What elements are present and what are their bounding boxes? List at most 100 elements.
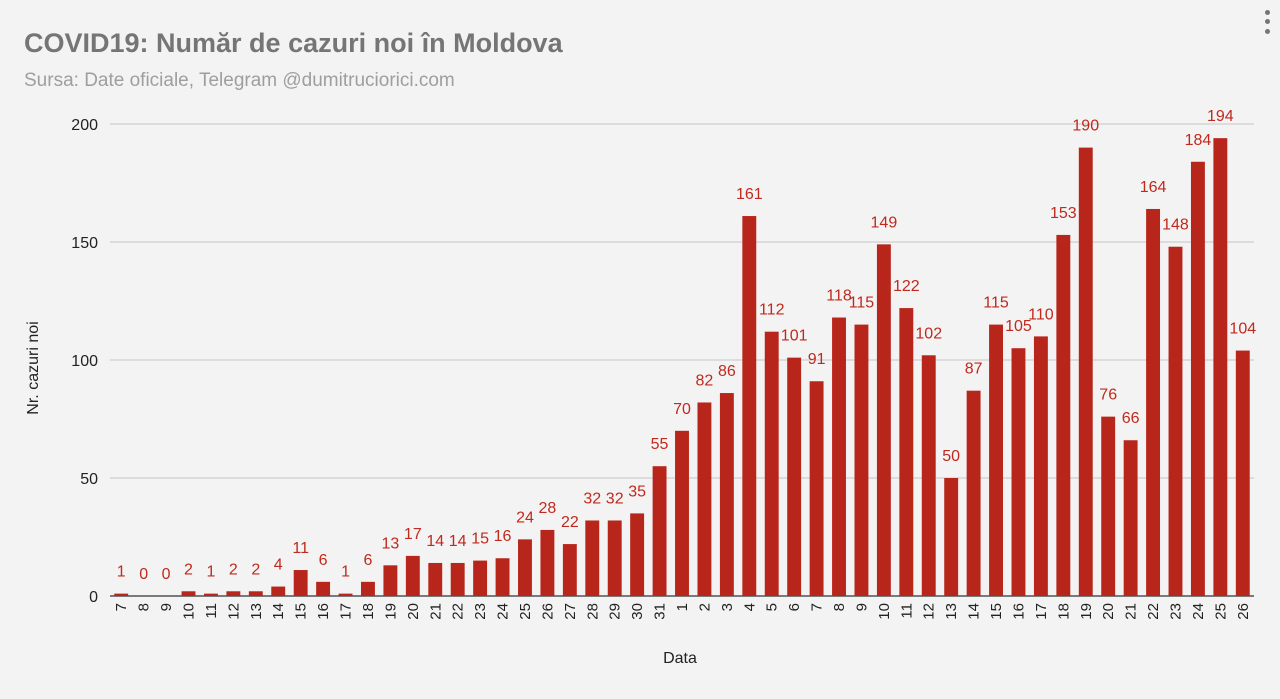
data-label: 164 [1140,179,1167,196]
bar [562,544,577,596]
data-label: 161 [736,186,763,203]
data-label: 2 [184,561,193,578]
data-label: 1 [117,564,126,581]
bar [742,216,757,597]
bar [809,381,824,596]
data-label: 66 [1122,410,1140,427]
data-label: 76 [1099,387,1117,404]
x-tick-label: 14 [270,603,287,620]
data-label: 4 [274,557,283,574]
bar [832,317,846,596]
bar [383,565,398,596]
x-tick-label: 7 [113,603,130,611]
bar [338,593,353,596]
x-tick-label: 9 [158,603,175,611]
bar [203,593,218,596]
x-tick-label: 16 [1010,603,1027,620]
x-tick-label: 11 [203,603,220,619]
bar [1235,350,1250,596]
x-tick-label: 5 [764,603,781,611]
bar [473,560,488,596]
bar [1101,416,1116,596]
bar [899,308,914,596]
x-tick-label: 30 [629,603,646,620]
x-tick-label: 10 [181,603,198,620]
data-label: 70 [673,401,691,418]
y-tick-label: 50 [80,471,98,488]
bar [787,357,802,596]
data-label: 194 [1207,108,1234,125]
x-tick-label: 1 [674,603,691,611]
x-tick-label: 16 [315,603,332,620]
data-label: 6 [364,552,373,569]
data-label: 14 [449,533,467,550]
data-label: 112 [759,302,785,319]
data-label: 0 [139,566,148,583]
data-label: 2 [229,561,238,578]
x-tick-label: 21 [427,603,444,620]
x-tick-label: 25 [1212,603,1229,620]
data-label: 122 [893,278,920,295]
bar [361,581,375,596]
bar [1213,138,1228,596]
x-axis-label: Data [663,650,697,667]
y-tick-label: 0 [89,589,98,606]
x-tick-label: 11 [898,603,915,619]
x-tick-label: 27 [562,603,579,620]
y-tick-label: 100 [71,353,98,370]
x-tick-label: 10 [876,603,893,620]
data-label: 14 [426,533,444,550]
data-label: 0 [162,566,171,583]
data-label: 11 [292,540,309,557]
data-label: 91 [808,351,826,368]
chart-title: COVID19: Număr de cazuri noi în Moldova [24,28,563,58]
data-label: 32 [583,490,601,507]
x-tick-label: 8 [831,603,848,611]
x-tick-label: 15 [988,603,1005,620]
x-tick-label: 12 [921,603,938,620]
data-label: 184 [1185,132,1212,149]
bar [764,331,779,596]
bar [607,520,622,596]
bar [248,591,263,596]
x-tick-label: 29 [607,603,624,620]
bar [719,393,734,596]
data-label: 153 [1050,205,1077,222]
x-tick-label: 18 [360,603,377,620]
x-tick-label: 23 [472,603,489,620]
bar [1146,208,1161,596]
data-label: 104 [1229,321,1256,338]
data-label: 50 [942,448,960,465]
data-label: 86 [718,363,736,380]
x-tick-label: 8 [136,603,153,611]
x-tick-label: 13 [248,603,265,620]
x-tick-label: 19 [382,603,399,620]
data-label: 1 [206,564,215,581]
data-label: 87 [965,361,983,378]
data-label: 101 [781,328,808,345]
x-tick-label: 25 [517,603,534,620]
bar [697,402,712,596]
data-label: 28 [539,500,557,517]
x-tick-label: 2 [696,603,713,611]
x-tick-label: 12 [225,603,242,620]
bar [450,562,465,596]
more-options-icon[interactable] [1258,8,1276,36]
data-label: 148 [1162,217,1189,234]
x-tick-label: 13 [943,603,960,620]
bar [428,562,443,596]
data-label: 13 [381,535,399,552]
x-tick-label: 20 [1100,603,1117,620]
x-tick-label: 21 [1123,603,1140,620]
x-tick-label: 31 [652,603,669,620]
x-tick-label: 23 [1167,603,1184,620]
bar [405,555,420,596]
data-label: 55 [651,436,669,453]
bar [518,539,532,596]
data-label: 1 [341,564,350,581]
x-tick-label: 18 [1055,603,1072,620]
data-label: 149 [871,214,898,231]
bar [226,591,241,596]
data-label: 35 [628,483,646,500]
